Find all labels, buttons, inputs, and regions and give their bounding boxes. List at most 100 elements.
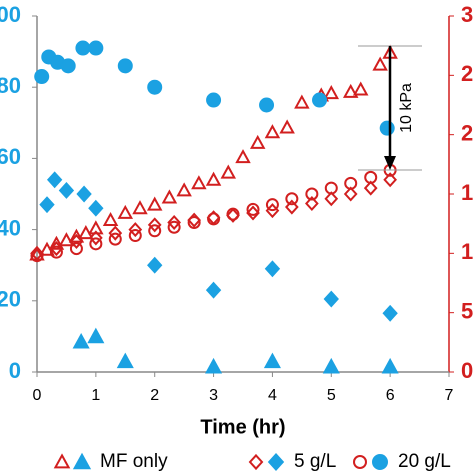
triangle-marker: [220, 164, 237, 179]
diamond-marker: [248, 453, 264, 471]
circle-marker: [30, 249, 44, 263]
triangle-marker: [249, 134, 266, 149]
circle-marker: [207, 212, 221, 226]
annotation: 10 kPa: [398, 83, 415, 133]
circle-marker: [305, 187, 319, 201]
diamond-marker: [305, 195, 319, 212]
circle-marker: [344, 176, 358, 190]
triangle-marker: [88, 220, 104, 235]
triangle-marker: [235, 149, 251, 164]
triangle-marker: [116, 352, 134, 369]
y-tick-label: 0: [9, 358, 21, 383]
x-axis-label: Time (hr): [200, 416, 285, 438]
triangle-marker: [294, 94, 310, 109]
circle-marker: [147, 79, 163, 95]
diamond-marker: [284, 199, 299, 215]
circle-marker: [34, 69, 50, 85]
diamond-marker: [128, 222, 143, 238]
circle-marker: [75, 40, 91, 56]
triangle-marker: [381, 357, 399, 374]
circle-marker: [226, 207, 240, 221]
triangle-marker: [205, 171, 222, 186]
triangle-marker: [176, 182, 192, 197]
x-tick-label: 6: [386, 387, 395, 404]
circle-marker: [89, 237, 103, 251]
triangle-marker: [72, 333, 90, 349]
legend-label: 5 g/L: [294, 451, 336, 472]
diamond-marker: [39, 196, 55, 214]
triangle-marker: [205, 357, 223, 374]
triangle-marker: [87, 327, 105, 344]
circle-marker: [49, 245, 63, 259]
y-tick-label: 80: [0, 73, 21, 98]
circle-marker: [324, 181, 338, 195]
x-tick-label: 2: [150, 387, 159, 404]
diamond-marker: [383, 172, 397, 188]
y2-tick-label: 0: [461, 358, 473, 383]
y2-tick-label: 30: [461, 2, 474, 27]
triangle-marker: [72, 452, 92, 470]
y2-tick-label: 25: [461, 61, 474, 86]
diamond-marker: [323, 290, 339, 308]
diamond-marker: [108, 225, 123, 241]
triangle-marker: [191, 175, 207, 190]
x-tick-label: 1: [91, 387, 100, 404]
circle-marker: [246, 202, 260, 216]
y-tick-label: 100: [0, 2, 21, 27]
triangle-marker: [78, 225, 94, 240]
triangle-marker: [264, 124, 281, 139]
triangle-marker: [146, 196, 163, 211]
circle-marker: [265, 198, 279, 212]
diamond-marker: [88, 199, 104, 217]
diamond-marker: [167, 214, 181, 231]
triangle-marker: [279, 119, 295, 134]
diamond-marker: [363, 180, 378, 196]
x-tick-label: 5: [327, 387, 336, 404]
triangle-marker: [322, 357, 340, 374]
x-tick-label: 4: [268, 387, 277, 404]
diamond-marker: [69, 233, 84, 250]
arrow-head: [384, 156, 396, 170]
triangle-marker: [323, 85, 340, 100]
circle-marker: [379, 120, 395, 136]
diamond-marker: [89, 230, 103, 246]
diamond-marker: [246, 205, 260, 221]
diamond-marker: [58, 181, 75, 199]
triangle-marker: [342, 83, 359, 98]
triangle-marker: [161, 189, 178, 204]
circle-marker: [148, 224, 162, 238]
y2-tick-label: 5: [461, 298, 473, 323]
diamond-marker: [264, 260, 281, 278]
circle-marker: [108, 232, 122, 246]
triangle-marker: [117, 204, 134, 219]
x-tick-label: 7: [445, 387, 454, 404]
triangle-marker: [263, 352, 281, 369]
triangle-marker: [102, 211, 119, 227]
diamond-marker: [205, 281, 222, 299]
circle-marker: [285, 192, 299, 206]
circle-marker: [259, 97, 275, 113]
circle-marker: [187, 215, 201, 229]
triangle-marker: [372, 56, 388, 71]
diamond-marker: [343, 186, 358, 202]
circle-marker: [364, 170, 378, 184]
x-tick-label: 0: [33, 387, 42, 404]
diamond-marker: [76, 185, 92, 203]
diamond-marker: [226, 207, 240, 223]
circle-marker: [69, 242, 83, 256]
circle-marker: [206, 92, 222, 108]
circle-marker: [372, 454, 388, 470]
triangle-marker: [352, 81, 369, 96]
triangle-marker: [53, 453, 71, 469]
diamond-marker: [324, 191, 339, 207]
legend-label: MF only: [100, 451, 168, 472]
triangle-marker: [132, 200, 148, 215]
triangle-marker: [68, 228, 85, 243]
circle-marker: [88, 40, 104, 56]
circle-marker: [167, 220, 181, 234]
diamond-marker: [147, 256, 163, 274]
x-tick-label: 3: [209, 387, 218, 404]
triangle-marker: [58, 232, 75, 247]
legend-label: 20 g/L: [398, 451, 451, 472]
